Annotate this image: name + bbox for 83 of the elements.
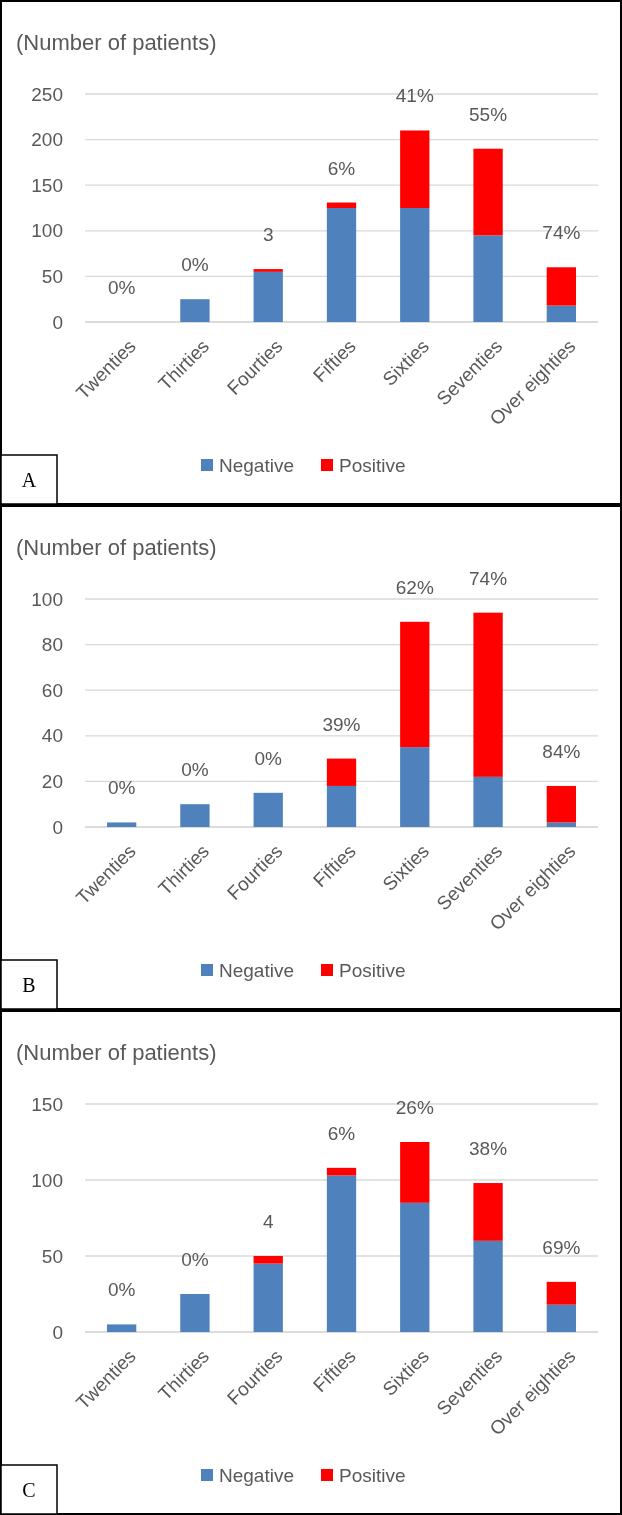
- bar: [473, 1240, 503, 1332]
- annotation: 4: [262, 1211, 274, 1232]
- bar: [253, 269, 283, 272]
- text: B: [22, 974, 36, 996]
- y-tick-label: 50: [41, 266, 63, 288]
- bar: [180, 1294, 210, 1332]
- bar: [253, 1263, 283, 1332]
- annotation: 38%: [469, 1138, 508, 1160]
- y-axis-title: (Number of patients): [16, 1040, 217, 1065]
- y-axis-title: (Number of patients): [16, 535, 217, 560]
- y-tick-label: 150: [31, 174, 63, 196]
- annotation: 74%: [542, 222, 581, 244]
- bar: [473, 612, 503, 777]
- y-tick-label: 0: [52, 816, 63, 838]
- bar: [253, 271, 283, 322]
- y-tick-label: 60: [41, 679, 63, 701]
- bar: [326, 202, 357, 208]
- y-tick-label: 50: [41, 1245, 63, 1267]
- annotation: 3: [262, 224, 274, 246]
- annotation: 0%: [181, 1249, 209, 1270]
- text: C: [22, 1479, 36, 1501]
- bar: [106, 1324, 137, 1332]
- annotation: 39%: [322, 713, 361, 735]
- y-tick-label: 100: [31, 588, 63, 610]
- annotation: 0%: [107, 1279, 136, 1301]
- y-tick-label: 20: [41, 771, 63, 793]
- annotation: 74%: [469, 567, 508, 589]
- bar: [400, 1142, 430, 1203]
- annotation: 41%: [395, 85, 434, 107]
- bar: [326, 1167, 357, 1176]
- bar: [326, 758, 357, 786]
- legend-label: Negative: [219, 1464, 294, 1486]
- legend-label: Positive: [339, 1464, 406, 1486]
- annotation: 0%: [181, 254, 209, 276]
- bar: [546, 1304, 577, 1332]
- annotation: 26%: [395, 1097, 434, 1118]
- bar: [253, 1256, 283, 1264]
- bar: [546, 305, 577, 322]
- legend-label: Negative: [219, 454, 294, 476]
- annotation: 0%: [107, 277, 136, 298]
- bar: [400, 621, 430, 748]
- annotation: 0%: [254, 747, 283, 769]
- annotation: 6%: [327, 157, 356, 179]
- annotation: 55%: [469, 103, 508, 125]
- bar: [546, 785, 577, 823]
- legend-label: Negative: [219, 959, 294, 981]
- legend-label: Positive: [339, 959, 406, 981]
- y-tick-label: 0: [52, 311, 63, 333]
- bar: [546, 1281, 577, 1305]
- bar: [473, 148, 503, 236]
- bar: [400, 208, 430, 322]
- annotation: 0%: [181, 759, 209, 781]
- bar: [473, 235, 503, 322]
- bar: [180, 804, 210, 827]
- annotation: 69%: [542, 1236, 581, 1258]
- bar: [400, 1202, 430, 1332]
- text: A: [21, 469, 37, 491]
- bar: [326, 785, 357, 827]
- bar: [180, 299, 210, 322]
- bar: [473, 776, 503, 827]
- y-tick-label: 40: [41, 725, 63, 747]
- bar: [106, 822, 137, 827]
- y-tick-label: 80: [41, 634, 63, 656]
- annotation: 62%: [395, 576, 434, 598]
- annotation: 6%: [327, 1122, 356, 1144]
- bar: [253, 792, 283, 827]
- y-axis-title: (Number of patients): [16, 30, 217, 55]
- y-tick-label: 0: [52, 1321, 63, 1343]
- bar: [326, 208, 357, 322]
- y-tick-label: 100: [31, 220, 63, 242]
- bar: [473, 1183, 503, 1241]
- annotation: 0%: [107, 777, 136, 799]
- annotation: 84%: [542, 740, 581, 762]
- bar: [326, 1175, 357, 1332]
- y-tick-label: 100: [31, 1169, 63, 1191]
- bar: [546, 267, 577, 306]
- bar: [546, 822, 577, 827]
- y-tick-label: 200: [31, 129, 63, 151]
- legend-label: Positive: [339, 454, 406, 476]
- bar: [400, 747, 430, 827]
- bar: [400, 130, 430, 208]
- y-tick-label: 250: [31, 83, 63, 105]
- y-tick-label: 150: [31, 1093, 63, 1115]
